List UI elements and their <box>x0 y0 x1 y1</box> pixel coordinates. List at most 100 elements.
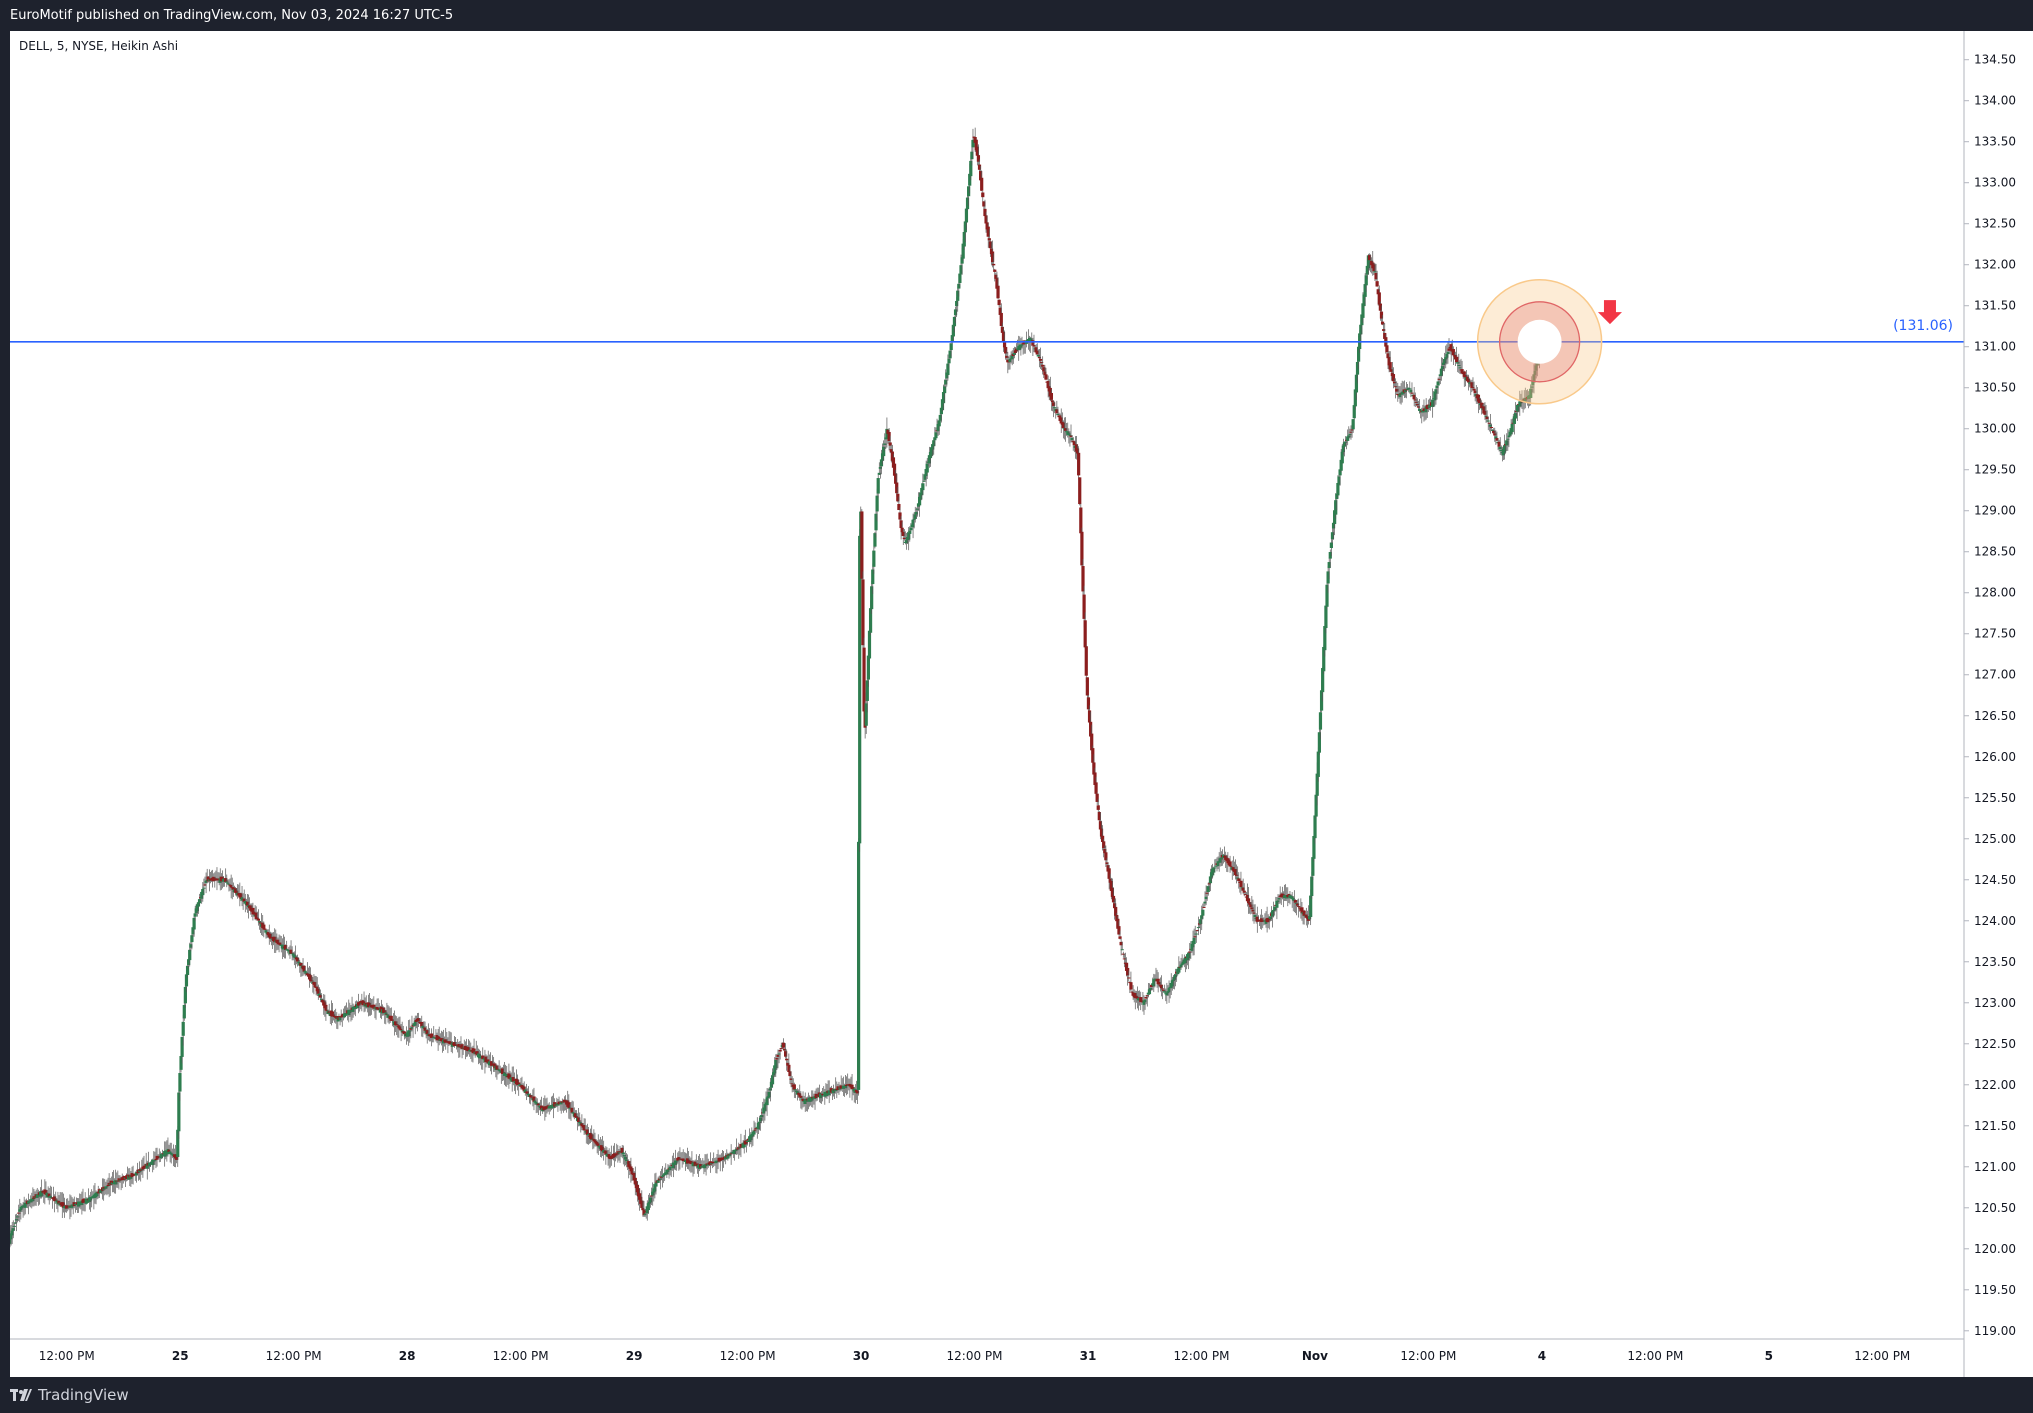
candle-1362 <box>1492 428 1496 434</box>
candle-1073 <box>1177 956 1181 974</box>
candle-1260 <box>1380 314 1385 326</box>
candle-600 <box>662 1174 666 1183</box>
candle-563 <box>621 1145 625 1165</box>
candle-17 <box>26 1193 31 1215</box>
candle-988 <box>1084 645 1088 683</box>
price-tick-label: 132.50 <box>1974 217 2016 231</box>
reference-line-layer: (131.06) <box>10 318 1964 343</box>
candle-1048 <box>1150 984 1154 991</box>
candle-706 <box>777 1051 781 1064</box>
candle-271 <box>303 966 307 977</box>
candle-284 <box>317 987 321 997</box>
price-tick-label: 127.50 <box>1974 627 2016 641</box>
candle-687 <box>756 1122 760 1135</box>
candle-1180 <box>1293 899 1298 914</box>
candle-383 <box>425 1028 429 1044</box>
candle-1112 <box>1219 851 1223 867</box>
candle-1067 <box>1170 976 1174 991</box>
chart-svg[interactable]: (131.06) 119.00119.50120.00120.50121.001… <box>8 31 2033 1377</box>
candle-580 <box>640 1190 644 1209</box>
candle-965 <box>1059 408 1063 433</box>
time-tick-label: 25 <box>172 1349 189 1363</box>
candle-199 <box>225 874 229 888</box>
candle-1188 <box>1302 909 1306 925</box>
time-tick-label: 29 <box>626 1349 643 1363</box>
candle-1367 <box>1497 439 1501 452</box>
candle-200 <box>226 879 230 885</box>
candle-376 <box>417 1018 422 1023</box>
time-tick-label: 31 <box>1080 1349 1097 1363</box>
candle-787 <box>865 676 869 713</box>
candle-1042 <box>1143 998 1147 1010</box>
candle-1058 <box>1160 985 1165 1000</box>
chart-area[interactable]: (131.06) 119.00 119.50 120.00 120.50 121.00 1… <box>8 31 2033 1377</box>
candle-1079 <box>1183 956 1187 973</box>
candle-57 <box>70 1197 74 1210</box>
price-tick-label: 124.00 <box>1974 914 2016 928</box>
price-tick-label: 129.50 <box>1974 463 2016 477</box>
candle-1044 <box>1145 995 1149 1007</box>
candle-1009 <box>1107 865 1111 890</box>
candle-973 <box>1068 431 1072 447</box>
candle-981 <box>1077 446 1081 480</box>
price-tick-label: 127.00 <box>1974 668 2016 682</box>
candle-918 <box>1008 354 1012 370</box>
candle-1055 <box>1157 981 1161 988</box>
candle-619 <box>682 1152 686 1162</box>
candle-146 <box>167 1144 171 1153</box>
candle-959 <box>1053 401 1057 414</box>
candle-350 <box>389 1007 393 1021</box>
candle-1062 <box>1165 982 1169 1004</box>
candle-1091 <box>1196 916 1201 936</box>
candles-layer <box>8 127 1542 1248</box>
candle-1331 <box>1458 360 1462 375</box>
candle-1340 <box>1468 378 1472 388</box>
candle-1087 <box>1192 928 1196 956</box>
candle-330 <box>367 993 372 1016</box>
time-tick-label: 12:00 PM <box>1627 1349 1683 1363</box>
candle-962 <box>1056 406 1060 418</box>
candle-717 <box>789 1071 793 1088</box>
candle-173 <box>196 901 201 914</box>
candle-351 <box>390 1018 394 1027</box>
candle-1199 <box>1314 791 1318 819</box>
candle-1094 <box>1200 905 1204 931</box>
annotation-layer <box>1476 279 1622 405</box>
candle-979 <box>1074 436 1079 460</box>
candle-987 <box>1083 612 1087 649</box>
candle-1161 <box>1273 906 1277 916</box>
candle-1083 <box>1188 942 1192 961</box>
candle-566 <box>624 1153 629 1168</box>
horizontal-line-label: (131.06) <box>1893 318 1953 334</box>
candle-1344 <box>1472 381 1476 397</box>
candle-915 <box>1005 349 1009 362</box>
candle-710 <box>781 1038 786 1051</box>
candle-4 <box>12 1223 16 1231</box>
candle-814 <box>895 472 899 497</box>
candle-1330 <box>1457 353 1461 373</box>
candle-689 <box>758 1115 763 1131</box>
time-axis[interactable]: 12:00 PM 25 12:00 PM 28 12:00 PM 29 12:00 PM 30… <box>39 1349 1911 1363</box>
candle-354 <box>394 1015 398 1032</box>
candle-1355 <box>1484 405 1488 423</box>
time-tick-label: 12:00 PM <box>1400 1349 1456 1363</box>
price-axis[interactable]: 119.00 119.50 120.00 120.50 121.00 121.50 122.… <box>1964 53 2016 1338</box>
candle-516 <box>570 1100 574 1114</box>
candle-1019 <box>1118 930 1122 940</box>
candle-408 <box>452 1035 457 1048</box>
candle-662 <box>729 1144 733 1165</box>
candle-948 <box>1041 356 1045 375</box>
candle-1210 <box>1326 566 1330 593</box>
candle-1281 <box>1403 387 1408 398</box>
candle-1328 <box>1455 346 1459 364</box>
candle-1195 <box>1310 871 1314 899</box>
candle-1023 <box>1122 953 1126 968</box>
candle-296 <box>330 1003 335 1023</box>
candle-522 <box>577 1108 581 1127</box>
candle-1041 <box>1142 995 1146 1015</box>
candle-638 <box>703 1154 707 1172</box>
candle-1043 <box>1144 995 1148 1005</box>
candle-506 <box>559 1101 563 1114</box>
candle-597 <box>658 1171 662 1190</box>
candle-1088 <box>1193 925 1197 940</box>
